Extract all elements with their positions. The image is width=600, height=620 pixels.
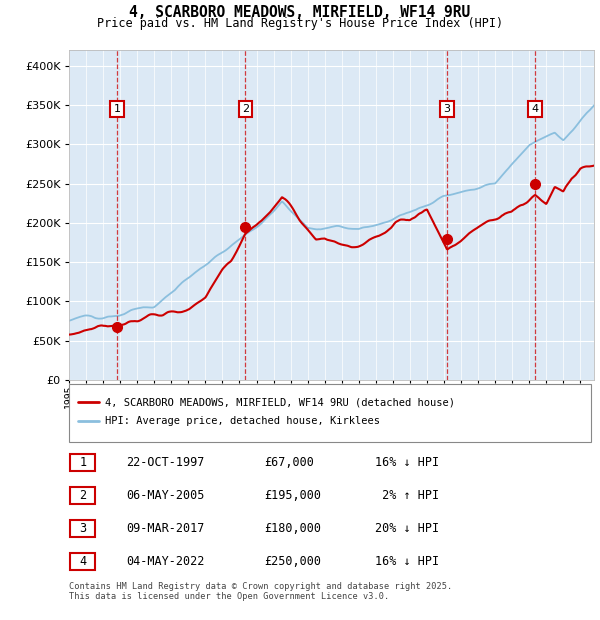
Text: Contains HM Land Registry data © Crown copyright and database right 2025.
This d: Contains HM Land Registry data © Crown c…: [69, 582, 452, 601]
Text: 2: 2: [79, 489, 86, 502]
Text: 16% ↓ HPI: 16% ↓ HPI: [375, 456, 439, 469]
Text: 3: 3: [79, 522, 86, 535]
Text: 4: 4: [79, 555, 86, 568]
Text: 3: 3: [443, 104, 451, 114]
Text: £250,000: £250,000: [264, 555, 321, 568]
Text: 1: 1: [79, 456, 86, 469]
Text: 1: 1: [113, 104, 121, 114]
Text: 2: 2: [242, 104, 249, 114]
Text: 09-MAR-2017: 09-MAR-2017: [126, 522, 205, 535]
Text: 4, SCARBORO MEADOWS, MIRFIELD, WF14 9RU (detached house): 4, SCARBORO MEADOWS, MIRFIELD, WF14 9RU …: [105, 397, 455, 407]
Text: 16% ↓ HPI: 16% ↓ HPI: [375, 555, 439, 568]
Text: 20% ↓ HPI: 20% ↓ HPI: [375, 522, 439, 535]
Text: HPI: Average price, detached house, Kirklees: HPI: Average price, detached house, Kirk…: [105, 416, 380, 426]
Text: £180,000: £180,000: [264, 522, 321, 535]
Text: 22-OCT-1997: 22-OCT-1997: [126, 456, 205, 469]
Text: 4: 4: [532, 104, 539, 114]
Text: 04-MAY-2022: 04-MAY-2022: [126, 555, 205, 568]
Text: 2% ↑ HPI: 2% ↑ HPI: [375, 489, 439, 502]
Text: Price paid vs. HM Land Registry's House Price Index (HPI): Price paid vs. HM Land Registry's House …: [97, 17, 503, 30]
Text: 06-MAY-2005: 06-MAY-2005: [126, 489, 205, 502]
Text: £195,000: £195,000: [264, 489, 321, 502]
Text: £67,000: £67,000: [264, 456, 314, 469]
Text: 4, SCARBORO MEADOWS, MIRFIELD, WF14 9RU: 4, SCARBORO MEADOWS, MIRFIELD, WF14 9RU: [130, 5, 470, 20]
